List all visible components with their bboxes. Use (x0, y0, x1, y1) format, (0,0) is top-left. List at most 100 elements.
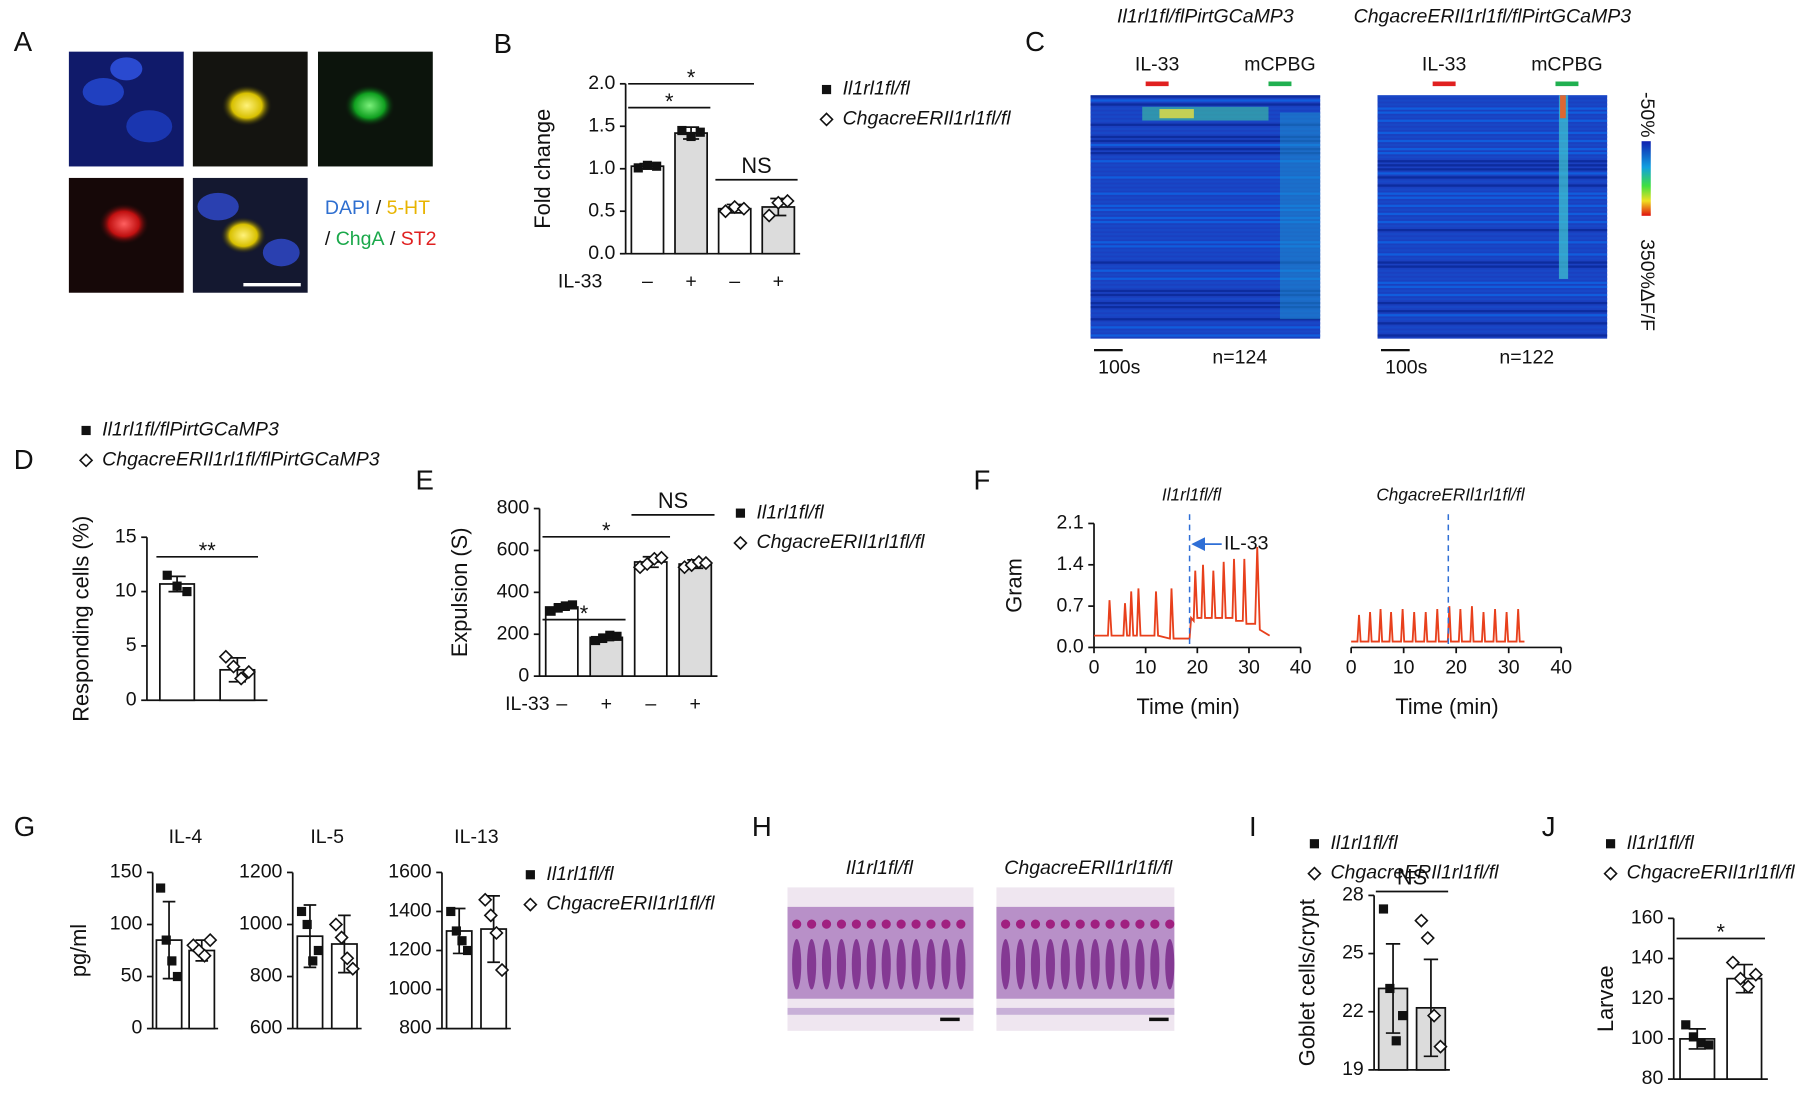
data-point (560, 601, 570, 611)
mucosa (996, 906, 1175, 999)
data-point (302, 919, 312, 930)
y-tick-label: 15 (115, 525, 137, 547)
x-axis-label: Time (min) (1395, 694, 1498, 719)
y-tick-label: 1200 (388, 939, 432, 961)
chart-title: ChgacreERIl1rl1fl/fl (1376, 484, 1525, 504)
panel-letter: C (1025, 26, 1045, 57)
heatmap-row (1377, 212, 1608, 216)
heatmap-row (1090, 314, 1321, 317)
y-tick-label: 1.4 (1057, 553, 1084, 575)
data-point (590, 635, 601, 646)
heatmap-row (1377, 216, 1608, 220)
data-point (1681, 1020, 1691, 1030)
y-axis-label: Fold change (530, 109, 555, 229)
data-point (203, 932, 218, 948)
data-point (1704, 1040, 1714, 1050)
stain-name: DAPI (325, 197, 371, 219)
heatmap-row (1377, 168, 1608, 171)
data-point (446, 906, 456, 917)
stimulus-label: mCPBG (1531, 54, 1603, 76)
heatmap-row (1377, 164, 1608, 167)
trace (1094, 547, 1271, 640)
heatmap-row (1090, 184, 1321, 187)
image-title: Il1rl1fl/fl (846, 857, 914, 879)
bar (1726, 977, 1763, 1080)
legend-label: Il1rl1fl/fl (843, 78, 911, 100)
y-tick-label: 25 (1342, 942, 1364, 964)
goblet (851, 919, 861, 929)
heatmap-row (1090, 265, 1321, 268)
data-point (733, 535, 748, 551)
y-tick-label: 600 (497, 539, 530, 561)
goblet (866, 919, 876, 929)
heatmap-row (1090, 99, 1321, 102)
goblet (1060, 919, 1070, 929)
time-scale-label: 100s (1385, 357, 1428, 379)
x-tick-label: 40 (1290, 656, 1312, 678)
heatmap-row (1377, 99, 1608, 102)
panel-letter: B (494, 28, 512, 59)
muscle (787, 1007, 974, 1015)
heatmap-row (1090, 220, 1321, 224)
data-point (525, 870, 535, 880)
data-point (241, 664, 256, 680)
crypt (1030, 939, 1041, 990)
y-tick-label: 0.5 (588, 199, 615, 221)
heatmap-row (1090, 196, 1321, 199)
data-point (718, 204, 733, 219)
crypt (1105, 939, 1115, 990)
heatmap-row (1090, 293, 1321, 297)
y-tick-label: 50 (121, 965, 143, 987)
y-tick-label: 0.0 (1057, 636, 1084, 658)
data-point (698, 555, 714, 571)
crypt (1075, 939, 1085, 990)
y-tick-label: 100 (110, 913, 143, 935)
x-tick-label: + (685, 271, 696, 293)
heatmap-row (1377, 261, 1608, 264)
data-point (451, 926, 461, 936)
y-tick-label: 0.0 (588, 242, 615, 264)
data-point (654, 550, 669, 565)
significance-label: NS (1397, 865, 1427, 890)
panel-letter: E (416, 464, 434, 495)
bar (188, 949, 216, 1030)
legend-label: ChgacreERIl1rl1fl/fl (757, 531, 926, 553)
crypt (821, 939, 832, 990)
data-point (727, 199, 742, 215)
heatmap-row (1377, 318, 1608, 321)
heatmap-row (1090, 143, 1321, 147)
heatmap-row (1377, 245, 1608, 248)
heatmap-row (1377, 188, 1608, 191)
heatmap-row (1090, 168, 1321, 171)
crypt (1060, 939, 1070, 990)
heatmap-row (1377, 257, 1608, 260)
x-tick-label: – (645, 693, 656, 715)
heatmap-row (1090, 310, 1321, 313)
significance-label: * (580, 601, 589, 626)
heatmap-row (1090, 212, 1321, 216)
heatmap-row (1377, 220, 1608, 224)
heatmap-row (1090, 285, 1321, 289)
time-scale-label: 100s (1098, 357, 1141, 379)
data-point (652, 161, 662, 171)
goblet (1165, 919, 1175, 929)
legend-label: Il1rl1fl/fl (1330, 832, 1398, 854)
legend-label: ChgacreERIl1rl1fl/fl (1330, 862, 1499, 884)
data-point (483, 908, 498, 923)
legend-label: Il1rl1fl/fl (546, 863, 614, 885)
heatmap-row (1377, 95, 1608, 98)
data-point (736, 201, 751, 216)
data-point (605, 630, 615, 640)
cell-count: n=122 (1499, 346, 1554, 368)
data-point (334, 930, 349, 945)
y-tick-label: 0.7 (1057, 594, 1084, 616)
heatmap-row (1090, 172, 1321, 175)
heatmap-row (1377, 249, 1608, 252)
significance-label: * (665, 89, 674, 114)
data-point (328, 917, 344, 932)
legend-label: ChgacreERIl1rl1fl/fl (843, 108, 1012, 130)
significance-label: NS (658, 488, 688, 513)
crypt (881, 939, 891, 990)
significance-label: * (602, 518, 611, 543)
